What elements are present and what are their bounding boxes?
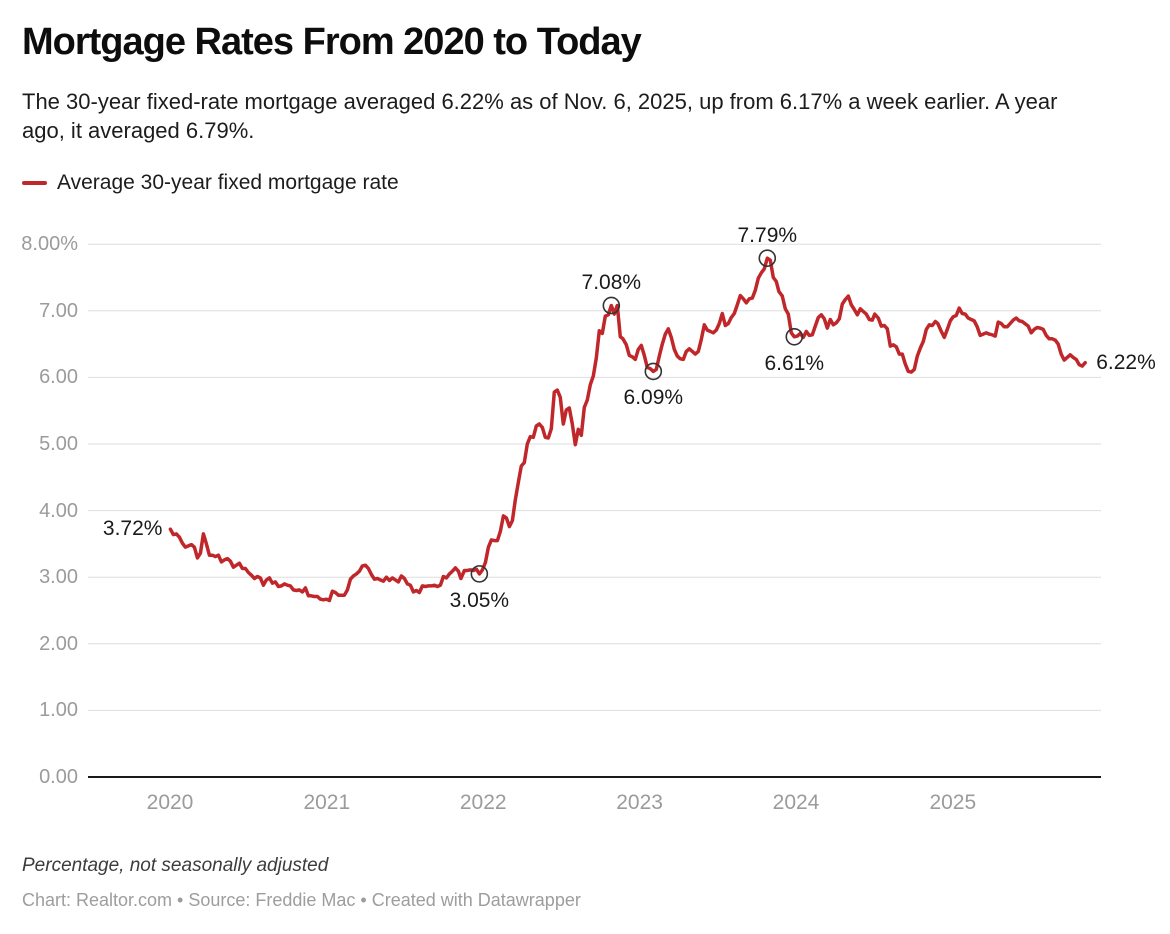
point-marker [758, 249, 777, 267]
chart-byline: Chart: Realtor.com • Source: Freddie Mac… [22, 890, 581, 910]
chart-subtitle: The 30-year fixed-rate mortgage averaged… [22, 89, 1058, 143]
legend-label: Average 30-year fixed mortgage rate [57, 171, 399, 194]
point-marker [602, 296, 621, 315]
point-marker [470, 565, 489, 583]
legend-line-swatch [22, 181, 47, 185]
point-marker [785, 327, 804, 346]
point-marker [644, 362, 663, 381]
legend: Average 30-year fixed mortgage rate [22, 171, 399, 195]
mortgage-rate-line [168, 256, 1087, 603]
chart-title: Mortgage Rates From 2020 to Today [22, 21, 642, 63]
chart-note: Percentage, not seasonally adjusted [22, 855, 329, 876]
